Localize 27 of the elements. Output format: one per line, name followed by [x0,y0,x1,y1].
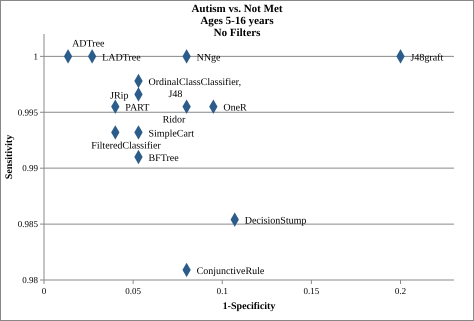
annotation: SimpleCart [148,128,194,140]
x-tick-label: 0.1 [216,286,228,296]
y-tick-label: 0.985 [18,219,38,230]
annotation: FilteredClassifier [91,140,162,152]
annotation: LADTree [102,52,142,64]
x-tick-label: 0.05 [125,286,142,296]
x-tick-label: 0 [42,286,47,296]
x-axis-title: 1-Specificity [222,301,276,312]
annotation: ADTree [72,38,106,50]
x-tick-label: 0.2 [394,286,406,296]
annotation: ConjunctiveRule [196,266,265,277]
y-axis-title: Sensitivity [4,134,15,180]
chart-title: Autism vs. Not Met Ages 5-16 years No Filters [191,3,283,39]
x-tick-label: 0.15 [304,286,320,296]
annotation: JRip [110,90,128,102]
y-tick-label: 0.995 [18,107,38,118]
y-tick-label: 0.99 [22,163,38,174]
annotation: OneR [223,102,248,114]
y-tick-label: 0.98 [22,275,38,285]
y-tick-label: 1 [34,51,38,62]
annotation: Ridor [162,114,186,126]
annotation: J48graft [410,52,444,64]
annotation: BFTree [148,153,180,164]
annotation: DecisionStump [244,216,306,227]
annotation: PART [125,102,150,114]
annotation: NNge [196,52,222,64]
annotation: OrdinalClassClassifier, J48 [148,76,242,100]
